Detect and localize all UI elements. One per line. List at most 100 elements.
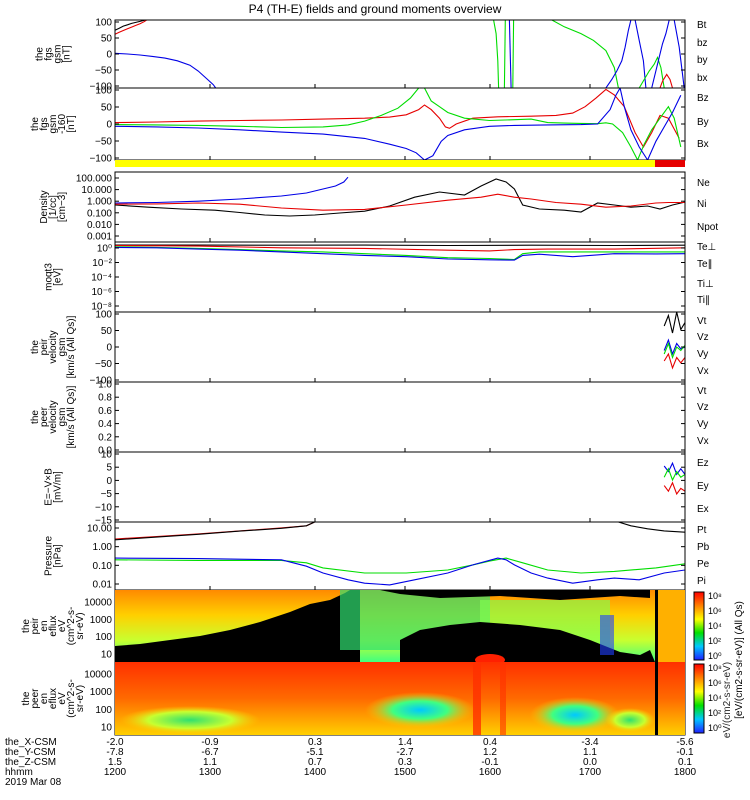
series-npot-line [115,176,349,204]
ylabel-line: [cm−3] [57,192,68,223]
series-ez-line [663,481,685,496]
ylabel-line: fgs [39,117,50,130]
footer-row-label: hhmm [5,767,33,778]
peer-blob-1 [365,692,475,728]
ytick-label: 100 [95,632,112,643]
legend-bx: Bx [697,139,709,150]
footer-value: -5.1 [306,747,324,758]
colorbar-overlay-label: eV/(cm2-s-sr-eV) [722,662,733,738]
legend-vt: Vt [697,386,707,397]
ytick-label: −15 [95,516,112,527]
ylabel-line: [nPa] [53,544,64,568]
legend-vx: Vx [697,436,709,447]
footer-value: 0.7 [308,757,322,768]
ytick-label: 10⁻² [92,258,112,269]
ylabel-line: the [30,410,41,424]
peir-black-stripe [655,590,658,662]
footer-value: -0.1 [481,757,499,768]
panel-frame [114,241,686,313]
footer-value: -3.4 [581,737,599,748]
series-by-line [115,88,682,160]
series-ex-line [663,461,685,476]
ytick-label: −100 [89,82,112,93]
series-ni-line [115,178,685,217]
ylabel-line: velocity [48,400,59,433]
colorbar-bottom [693,663,705,734]
peir-right-strip [658,590,685,662]
ytick-label: −50 [95,66,112,77]
footer-value: 0.4 [483,737,497,748]
series-bx-line [508,20,512,88]
peir-blue-wedge [600,615,614,655]
ytick-label: 10.00 [87,524,112,535]
colorbar-tick: 10⁰ [708,723,722,733]
ytick-label: 10000 [84,670,112,681]
ylabel-line: (cm^2-s- [66,679,77,718]
ytick-label: −100 [89,154,112,165]
legend-npot: Npot [697,222,718,233]
legend-vy: Vy [697,349,708,360]
peer-black-stripe [655,662,658,735]
ylabel-line: [1/cc] [48,195,59,219]
ytick-label: 100 [95,705,112,716]
colorbar: 10⁸ 10⁶ 10⁴ 10² 10⁰ 10⁸ 10⁶ 10⁴ 10² 10⁰ [eV/(cm2-… [693,591,745,738]
legend-by: By [697,117,709,128]
ytick-label: 100 [95,310,112,321]
ylabel-line: eV [57,692,68,705]
ylabel-line: sr-eV) [75,685,86,712]
series-bx-line [115,52,217,88]
footer-value: 0.1 [678,757,692,768]
footer-value: -6.7 [201,747,219,758]
colorbar-tick: 10⁰ [708,651,722,661]
ytick-label: 10000 [84,598,112,609]
status-bar [115,160,685,167]
ylabel-line: the [30,340,41,354]
legend-ez: Ez [697,458,709,469]
series-bx-line [605,20,632,88]
ytick-label: −50 [95,137,112,148]
ytick-label: 0.6 [98,406,112,417]
ytick-label: 50 [101,34,113,45]
ylabel-line: peer [39,406,50,427]
footer-value: -2.7 [396,747,414,758]
ytick-label: 0.2 [98,432,112,443]
peer-red-stripe [473,662,481,735]
series-vz-line [663,352,685,370]
ytick-label: 0 [106,120,112,131]
ylabel-line: moqt3 [44,263,55,291]
series-bt-line [115,20,147,31]
legend-bz: Bz [697,93,709,104]
panel-4-series [115,244,685,261]
ytick-label: 5 [106,463,112,474]
ytick-label: 10 [101,650,113,661]
footer-value: -5.6 [676,737,694,748]
ylabel-line: the [35,47,46,61]
ylabel-line: peir [39,338,50,355]
footer-value: 1700 [579,767,602,778]
panel-frame [114,381,686,453]
ytick-label: 0 [106,343,112,354]
ytick-label: 0.01 [93,580,113,591]
colorbar-tick: 10⁶ [708,678,722,688]
ytick-label: 10.000 [81,185,112,196]
legend-ex: Ex [697,504,709,515]
colorbar-tick: 10² [708,708,721,718]
panel-8: 10.00 1.00 0.10 0.01 Pressure[nPa] Pt Pb Pe Pi [44,521,710,591]
ytick-label: 0 [106,50,112,61]
series-pe-line [115,557,685,574]
legend-bz: bz [697,38,708,49]
panel-5-series [663,312,685,370]
ytick-label: 1000 [90,687,113,698]
series-vt-line [663,312,685,334]
ylabel-line: sr-eV) [75,612,86,639]
ylabel-line: eflux [48,688,59,709]
ytick-label: −50 [95,359,112,370]
peer-blob-2 [530,697,620,733]
panel-frame [114,451,686,523]
footer-value: 0.0 [583,757,597,768]
legend-te: Te∥ [697,259,713,270]
series-by-line [512,20,515,88]
